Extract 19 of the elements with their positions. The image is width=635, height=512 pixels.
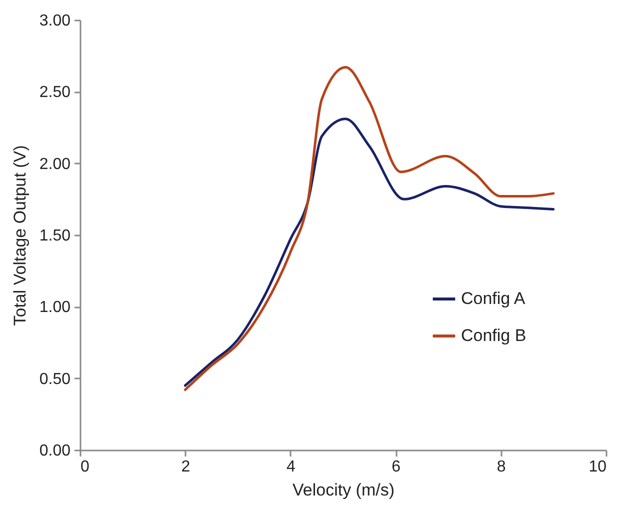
x-axis-title: Velocity (m/s) [292, 480, 395, 500]
y-axis-title: Total Voltage Output (V) [10, 145, 30, 326]
y-tick-label: 2.00 [39, 156, 71, 173]
x-tick-label: 10 [588, 458, 607, 476]
y-tick-label: 2.50 [39, 84, 71, 102]
y-tick-label: 1.00 [39, 299, 71, 316]
x-tick-label: 4 [286, 458, 296, 476]
x-tick-label: 6 [392, 458, 401, 476]
y-tick-label: 0.00 [39, 442, 71, 460]
legend-label: Config A [461, 289, 526, 308]
y-tick-label: 3.00 [39, 12, 71, 30]
x-tick-label: 0 [80, 458, 90, 476]
line-series [184, 66, 555, 392]
x-tick-label: 2 [181, 458, 190, 476]
line-series [184, 118, 555, 387]
y-tick-label: 1.50 [39, 228, 71, 244]
legend-label: Config B [461, 326, 526, 345]
x-tick-label: 8 [496, 458, 506, 476]
y-tick-label: 0.50 [39, 370, 71, 388]
